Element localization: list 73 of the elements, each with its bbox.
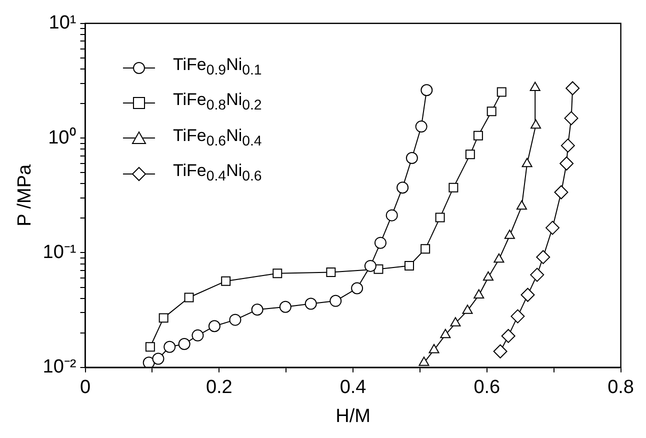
point (428, 344, 440, 354)
point (351, 282, 364, 294)
point (178, 338, 190, 350)
x-tick-label: 0 (80, 377, 91, 398)
y-tick-label: 10¹ (48, 12, 76, 34)
point (473, 130, 483, 140)
point (530, 268, 544, 282)
x-tick-label: 0.6 (474, 377, 500, 398)
point (420, 244, 430, 254)
point (520, 288, 535, 302)
point (564, 111, 578, 126)
point (396, 182, 409, 194)
point (486, 106, 496, 116)
x-tick-label: 0.4 (340, 377, 367, 398)
point (221, 276, 231, 286)
point (522, 158, 532, 168)
point (435, 212, 445, 222)
x-tick-label: 0.8 (608, 377, 634, 398)
point (516, 200, 527, 210)
point (279, 300, 292, 313)
point (142, 356, 155, 368)
point (208, 320, 220, 332)
point (450, 317, 461, 326)
point (462, 304, 473, 314)
point (566, 81, 580, 96)
point (192, 329, 204, 342)
y-tick-label: 10⁻² (42, 356, 76, 378)
point (364, 260, 376, 272)
point (554, 185, 568, 200)
point (474, 289, 484, 298)
point (493, 344, 508, 358)
point (152, 352, 164, 365)
point (494, 253, 504, 263)
point (546, 220, 560, 235)
legend-label: TiFe$_{0.4}$Ni$_{0.6}$ (173, 160, 262, 187)
point (404, 261, 414, 270)
point (496, 87, 506, 97)
point (560, 138, 575, 153)
point (501, 328, 516, 343)
point (164, 340, 176, 353)
legend-label: TiFe$_{0.8}$Ni$_{0.2}$ (173, 89, 262, 116)
point (504, 230, 515, 239)
point (406, 152, 418, 164)
legend-label: TiFe$_{0.9}$Ni$_{0.1}$ (173, 54, 262, 80)
point (440, 328, 451, 338)
point (272, 268, 282, 278)
point (326, 267, 336, 277)
y-tick-label: 10⁻¹ (42, 242, 76, 263)
y-axis-title: P /MPa (14, 164, 36, 226)
point (330, 294, 342, 307)
point (251, 304, 264, 316)
x-tick-label: 0.2 (206, 377, 232, 398)
point (482, 271, 494, 281)
point (386, 209, 398, 222)
point (304, 298, 317, 310)
point (448, 182, 458, 192)
point (158, 313, 168, 323)
point (415, 120, 428, 133)
point (536, 250, 550, 264)
y-tick-label: 10⁰ (48, 126, 76, 148)
point (229, 314, 242, 326)
point (530, 119, 542, 129)
point (510, 309, 525, 324)
point (374, 236, 386, 249)
x-axis-title: H/M (336, 406, 370, 427)
point (465, 150, 475, 160)
point (145, 342, 155, 352)
point (184, 292, 194, 302)
point (418, 356, 430, 366)
point (530, 82, 540, 91)
point (560, 156, 574, 171)
point (420, 84, 433, 96)
legend-label: TiFe$_{0.6}$Ni$_{0.4}$ (173, 124, 262, 152)
